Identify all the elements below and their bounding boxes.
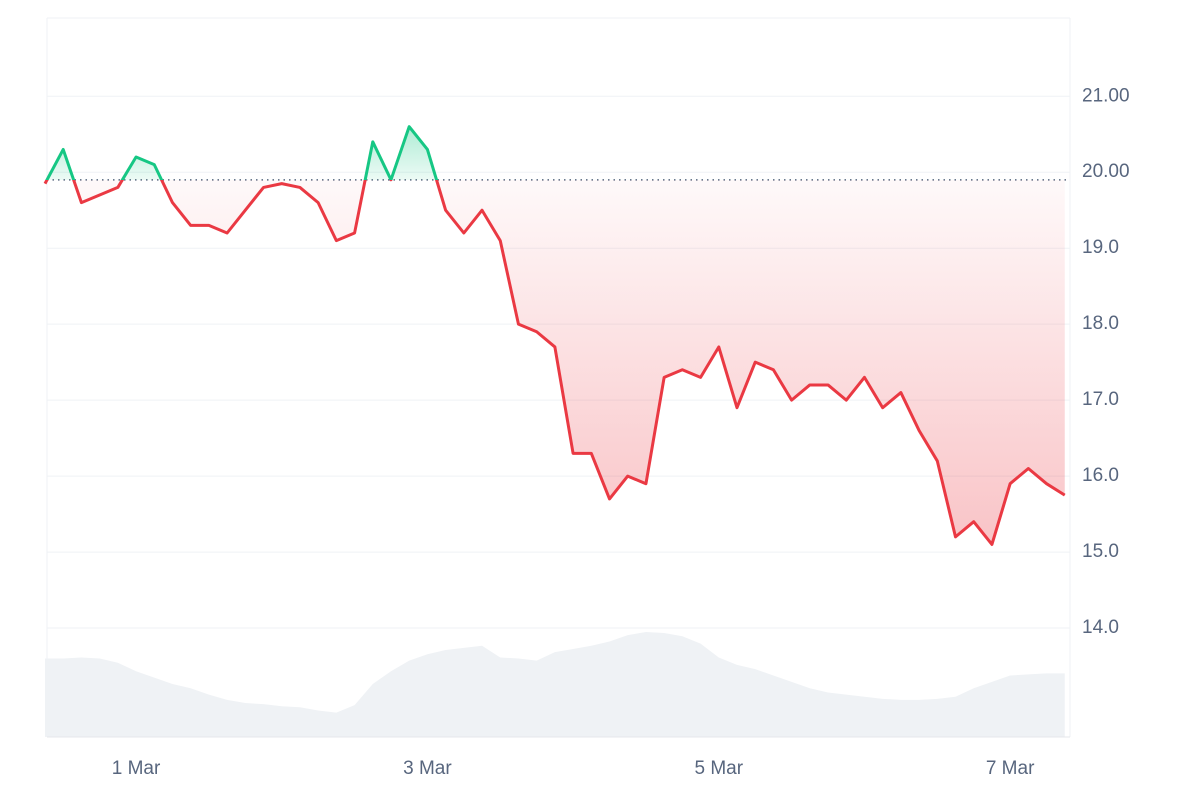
y-tick-label: 14.0 (1082, 617, 1119, 638)
price-area (45, 126, 1065, 545)
x-tick-label: 7 Mar (986, 758, 1035, 779)
y-tick-label: 20.00 (1082, 161, 1130, 182)
y-tick-label: 19.0 (1082, 237, 1119, 258)
y-tick-label: 16.0 (1082, 465, 1119, 486)
y-tick-label: 21.00 (1082, 85, 1130, 106)
price-line (43, 125, 1066, 546)
y-tick-label: 15.0 (1082, 541, 1119, 562)
x-tick-label: 5 Mar (694, 758, 743, 779)
x-tick-label: 1 Mar (112, 758, 161, 779)
y-tick-label: 17.0 (1082, 389, 1119, 410)
x-tick-label: 3 Mar (403, 758, 452, 779)
volume-area (45, 632, 1065, 737)
y-tick-label: 18.0 (1082, 313, 1119, 334)
